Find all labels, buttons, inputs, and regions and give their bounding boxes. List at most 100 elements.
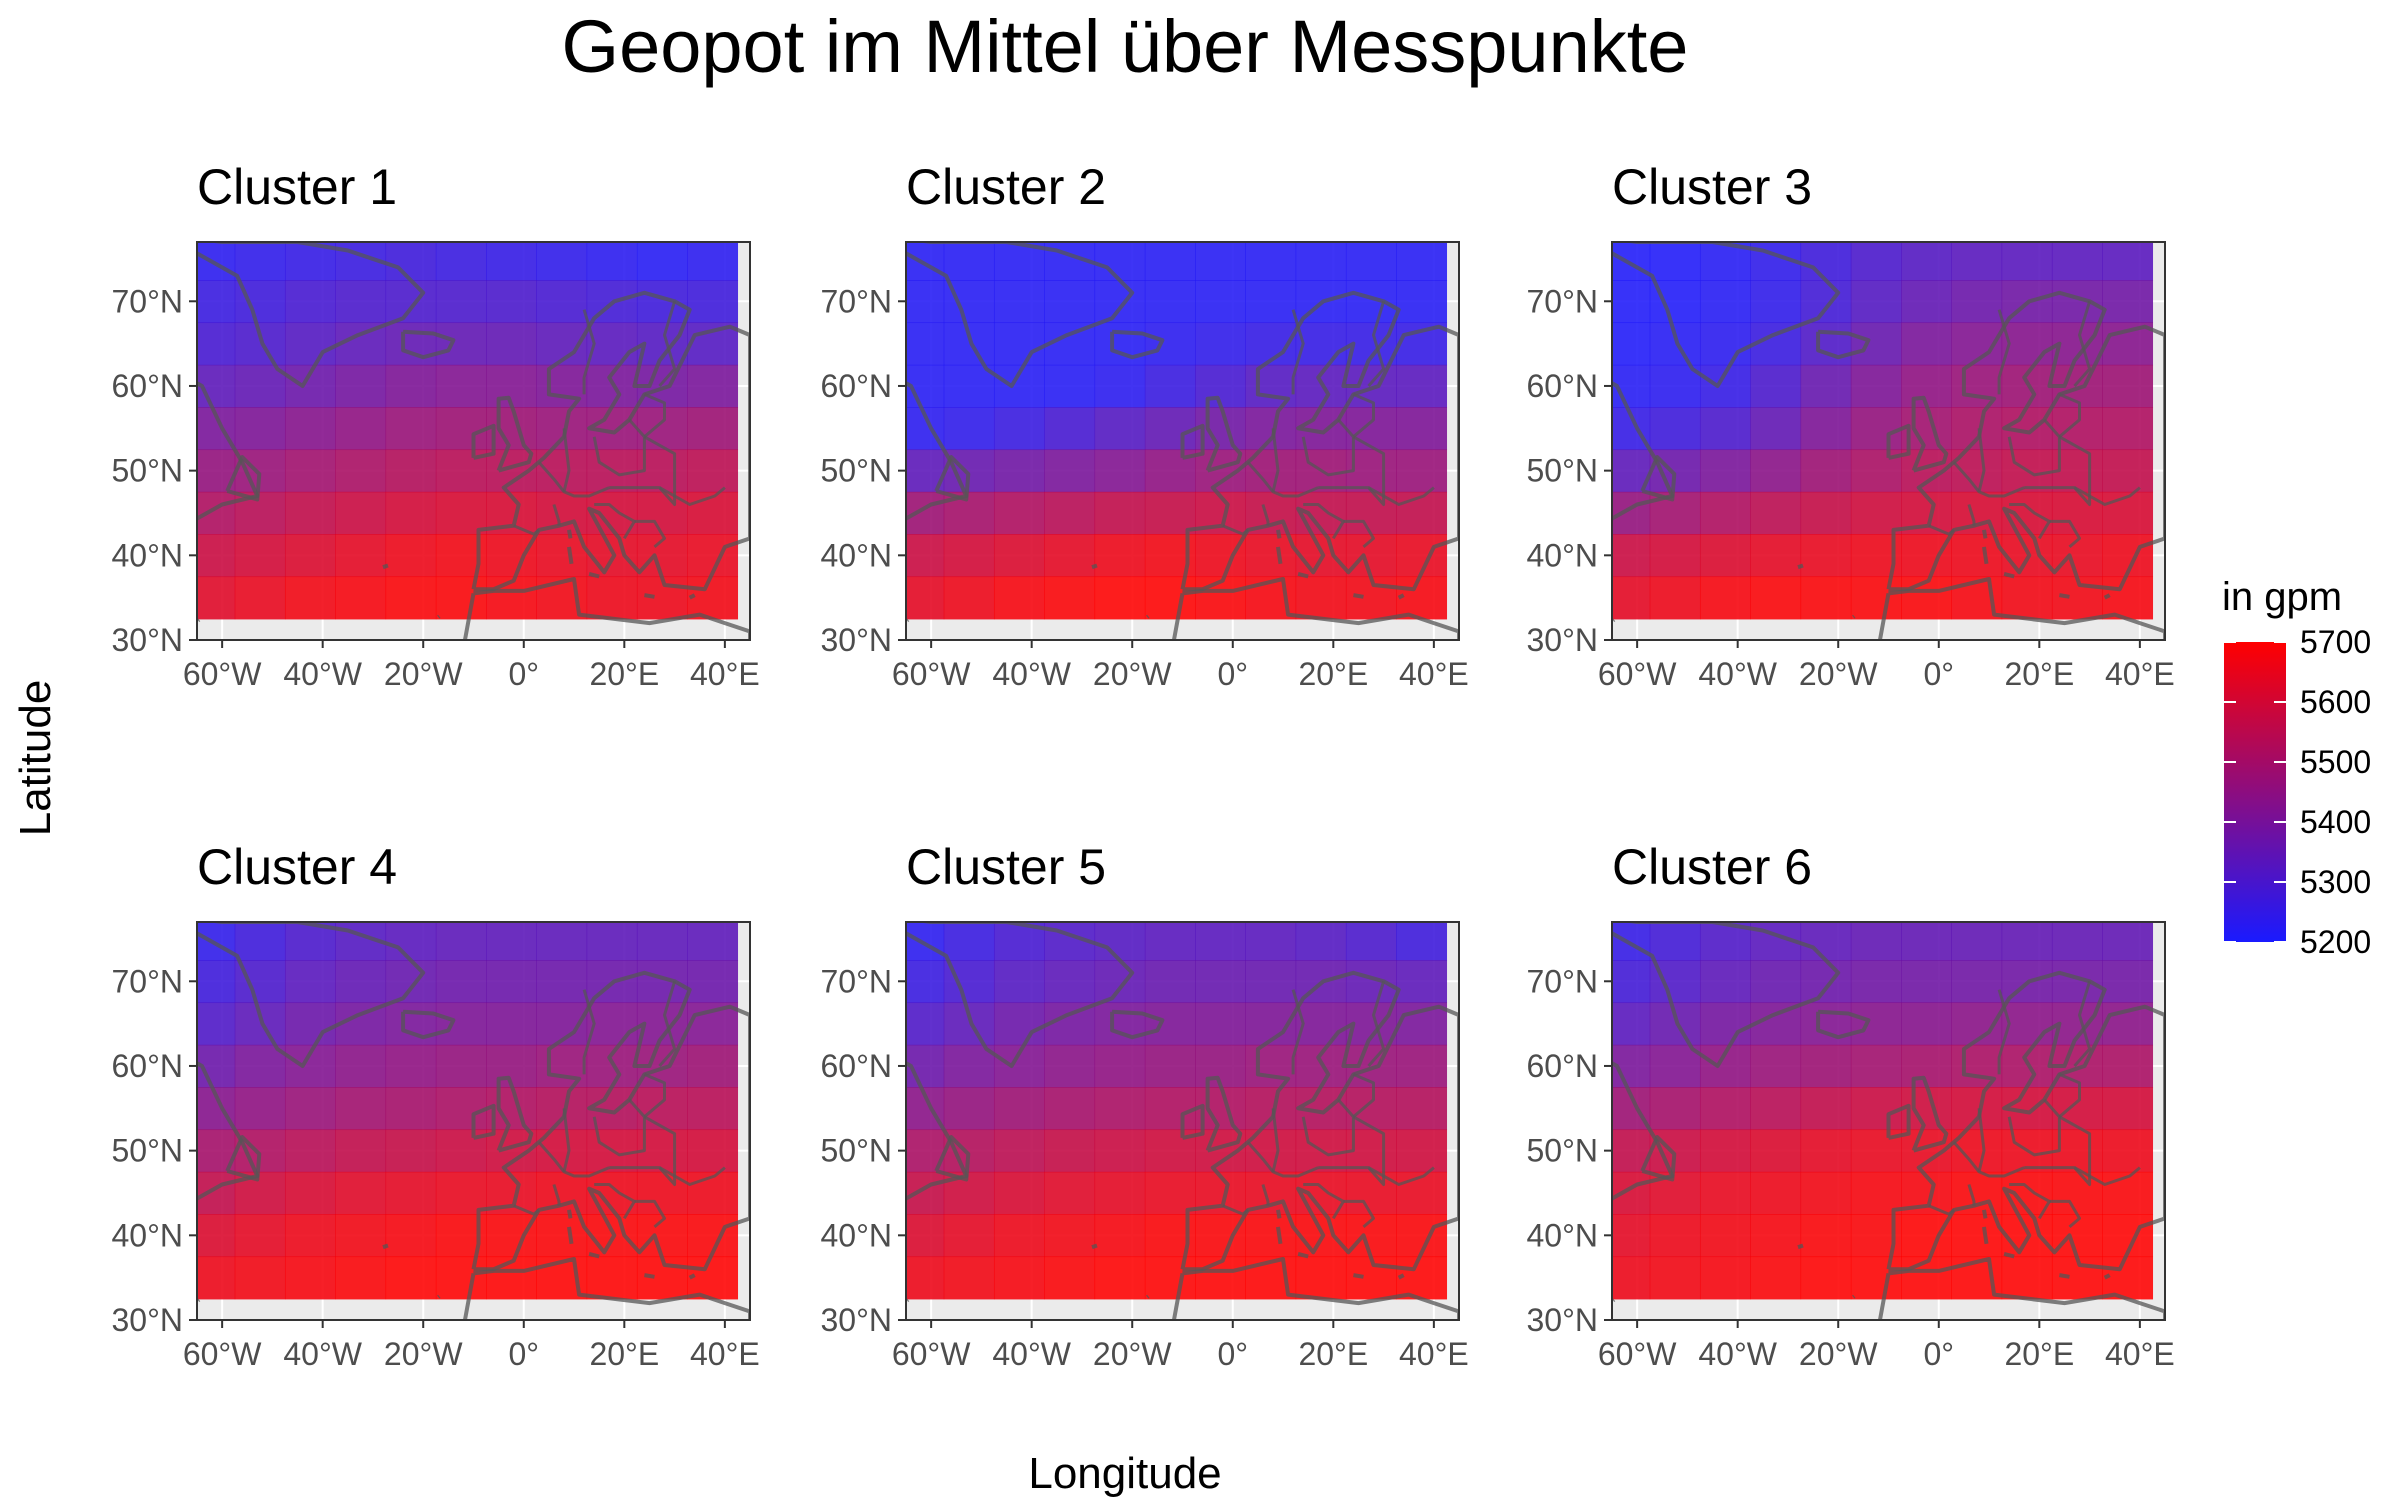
tile: [486, 1214, 537, 1258]
tile: [1195, 322, 1246, 366]
tile: [1800, 1214, 1852, 1258]
tile: [1612, 922, 1651, 961]
coastline: [1180, 1103, 1205, 1140]
tile: [687, 280, 739, 324]
tile: [1144, 1256, 1196, 1300]
tile: [1094, 960, 1146, 1004]
coastline: [225, 455, 262, 502]
y-tick-label: 70°N: [821, 963, 893, 999]
tile: [1144, 922, 1196, 961]
tile: [586, 1256, 638, 1300]
tile: [435, 280, 487, 324]
y-tick-label: 70°N: [821, 283, 893, 319]
border: [2007, 418, 2061, 477]
x-tick-label: 40°E: [2105, 656, 2175, 692]
island: [688, 1273, 696, 1280]
tile: [1699, 960, 1751, 1004]
tiles: [1612, 242, 2154, 620]
tile: [1044, 491, 1096, 535]
tile: [197, 1256, 236, 1300]
tile: [1699, 1171, 1751, 1215]
border: [1291, 309, 1305, 395]
tile: [1750, 1256, 1802, 1300]
x-tick-label: 0°: [1923, 1336, 1954, 1372]
tile: [2102, 242, 2154, 281]
tile: [1044, 960, 1096, 1004]
island: [1276, 529, 1282, 539]
border: [1977, 428, 1986, 493]
tile: [943, 1214, 995, 1258]
tile: [435, 1256, 487, 1300]
tile: [1649, 407, 1701, 451]
coastline: [1110, 329, 1165, 360]
coastline: [462, 1257, 750, 1320]
tile: [687, 1087, 739, 1131]
coastline: [401, 329, 456, 360]
tile: [234, 576, 286, 620]
coastline: [1886, 423, 1911, 460]
tile: [1750, 576, 1802, 620]
tile: [1044, 1129, 1096, 1173]
tile: [284, 491, 336, 535]
tile: [1951, 242, 2003, 281]
panel-title: Cluster 2: [906, 159, 1106, 215]
tile: [1612, 407, 1651, 451]
panel-cluster-3: Cluster 3 60°W 40°W 20°W 0° 20°E 40°E 70°N 60°N 5…: [1527, 159, 2175, 692]
tile: [906, 407, 945, 451]
y-tick-label: 60°N: [1527, 1048, 1599, 1084]
tile: [1850, 1087, 1902, 1131]
tile: [1750, 1171, 1802, 1215]
border: [1246, 1141, 1319, 1178]
tile: [335, 449, 387, 493]
tile: [1295, 1256, 1347, 1300]
x-tick-label: 40°W: [1698, 1336, 1777, 1372]
tile: [435, 922, 487, 961]
border: [2024, 435, 2092, 506]
x-tick-label: 20°W: [1093, 1336, 1172, 1372]
tile: [486, 534, 537, 578]
legend-tick-label: 5500: [2300, 744, 2371, 780]
tiles: [906, 922, 1448, 1300]
tile: [1612, 1002, 1651, 1046]
border: [1952, 461, 2025, 498]
border: [1367, 300, 1386, 387]
panel-title: Cluster 3: [1612, 159, 1812, 215]
border: [1261, 1184, 1270, 1206]
island: [1797, 1243, 1804, 1250]
tile: [1901, 1002, 1952, 1046]
border: [643, 1073, 666, 1118]
tile: [993, 491, 1045, 535]
y-axis-label: Latitude: [11, 680, 60, 837]
tile: [1612, 1214, 1651, 1258]
tile: [687, 1129, 739, 1173]
coastline: [934, 455, 971, 502]
tile: [586, 576, 638, 620]
tile: [1951, 960, 2003, 1004]
island: [1146, 1294, 1150, 1299]
tile: [536, 242, 588, 281]
island: [906, 618, 910, 623]
tile: [586, 242, 638, 281]
island: [1091, 563, 1098, 570]
border: [1997, 309, 2011, 395]
panel-border: [1611, 241, 2166, 641]
tile: [486, 960, 537, 1004]
tile: [1094, 449, 1146, 493]
tile: [1044, 1214, 1096, 1258]
tile: [993, 1214, 1045, 1258]
x-tick-label: 60°W: [892, 1336, 971, 1372]
coastline: [1612, 922, 1841, 1068]
tile: [435, 1002, 487, 1046]
tile: [687, 1256, 739, 1300]
tile: [486, 1002, 537, 1046]
tile: [1044, 1256, 1096, 1300]
island: [644, 1273, 655, 1279]
tile: [1144, 1087, 1196, 1131]
tile: [1699, 491, 1751, 535]
border: [592, 1098, 646, 1157]
y-tick-label: 40°N: [112, 537, 184, 573]
tile: [1396, 1256, 1448, 1300]
tile: [1699, 407, 1751, 451]
y-tick-label: 50°N: [112, 453, 184, 489]
tile: [1396, 491, 1448, 535]
